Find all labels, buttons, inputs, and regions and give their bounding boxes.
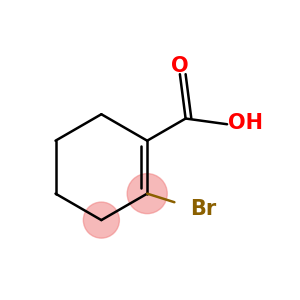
Text: Br: Br <box>190 200 216 219</box>
Circle shape <box>83 202 119 238</box>
Text: OH: OH <box>228 113 263 133</box>
Text: O: O <box>171 56 189 76</box>
Circle shape <box>127 174 167 214</box>
